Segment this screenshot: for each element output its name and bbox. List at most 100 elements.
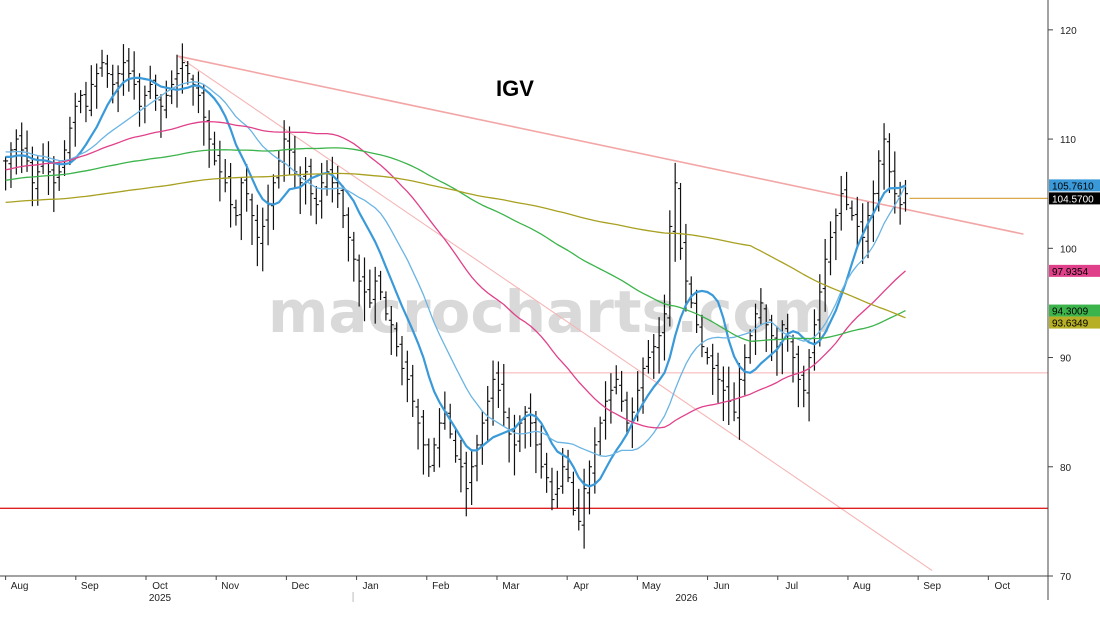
price-bar bbox=[158, 94, 164, 138]
price-bar bbox=[126, 48, 132, 92]
price-bar bbox=[120, 44, 126, 96]
price-bar bbox=[62, 140, 68, 176]
price-bar bbox=[854, 196, 860, 248]
price-bar bbox=[453, 429, 459, 463]
price-bar bbox=[362, 257, 368, 322]
month-tick-label: Oct bbox=[995, 581, 1011, 592]
month-tick-label: Aug bbox=[853, 581, 871, 592]
price-bar bbox=[388, 305, 394, 355]
price-tick-label: 110 bbox=[1060, 135, 1076, 146]
price-bar bbox=[383, 291, 389, 321]
price-bar bbox=[88, 65, 94, 117]
price-bar bbox=[490, 360, 496, 426]
price-bar bbox=[426, 438, 432, 477]
price-bar bbox=[345, 207, 351, 262]
month-tick-label: Sep bbox=[923, 581, 941, 592]
value-tag-box bbox=[1049, 192, 1100, 205]
price-bar bbox=[533, 410, 539, 474]
price-bar bbox=[217, 140, 223, 202]
month-tick-label: Aug bbox=[11, 581, 29, 592]
price-bar bbox=[51, 156, 57, 213]
price-bar bbox=[458, 439, 464, 493]
price-bar bbox=[351, 231, 357, 282]
price-bar bbox=[495, 361, 501, 408]
price-bar bbox=[608, 373, 614, 424]
price-bar bbox=[549, 467, 555, 511]
price-bar bbox=[228, 162, 234, 228]
price-bar bbox=[828, 221, 834, 276]
price-bar bbox=[83, 81, 89, 123]
price-bar bbox=[795, 345, 801, 408]
price-bar bbox=[565, 449, 571, 483]
price-bar bbox=[137, 73, 143, 127]
price-bar bbox=[212, 131, 218, 166]
value-tag-box bbox=[1049, 179, 1100, 192]
price-bar bbox=[672, 162, 678, 262]
last-price-tag: 104.5700 bbox=[1049, 192, 1100, 205]
price-bar bbox=[185, 61, 191, 85]
price-bar bbox=[420, 409, 426, 475]
month-tick-label: Oct bbox=[152, 581, 168, 592]
moving-average-50 bbox=[5, 120, 906, 429]
price-bar bbox=[378, 270, 384, 301]
price-bar bbox=[699, 314, 705, 358]
price-bar bbox=[817, 274, 823, 347]
price-bar bbox=[710, 343, 716, 395]
price-bar bbox=[613, 365, 619, 395]
moving-average-100 bbox=[5, 147, 906, 342]
month-tick-label: Sep bbox=[81, 581, 99, 592]
price-bar bbox=[892, 151, 898, 214]
price-bar bbox=[656, 317, 662, 374]
price-bar bbox=[270, 174, 276, 230]
price-bar bbox=[554, 470, 560, 508]
price-bar bbox=[233, 199, 239, 226]
price-bar bbox=[19, 122, 25, 174]
price-bar bbox=[415, 398, 421, 450]
price-bar bbox=[544, 452, 550, 493]
price-bar bbox=[581, 468, 587, 549]
price-bar bbox=[501, 363, 507, 427]
month-tick-label: Apr bbox=[573, 581, 589, 592]
value-tag-text: 105.7610 bbox=[1052, 181, 1094, 192]
price-bar bbox=[367, 269, 373, 308]
price-bar bbox=[56, 161, 62, 191]
price-tick-label: 120 bbox=[1060, 26, 1077, 37]
price-bar bbox=[329, 156, 335, 203]
price-axis: 70 80 90 100 110 120 bbox=[1047, 0, 1077, 600]
price-bar bbox=[528, 393, 534, 447]
month-tick-label: Dec bbox=[291, 581, 309, 592]
price-bar bbox=[474, 434, 480, 482]
price-bar bbox=[3, 156, 9, 191]
price-bar bbox=[436, 408, 442, 468]
price-bar bbox=[865, 201, 871, 259]
price-bar bbox=[153, 74, 159, 111]
price-tick-label: 90 bbox=[1060, 354, 1072, 365]
price-bar bbox=[570, 471, 576, 516]
price-bar bbox=[238, 177, 244, 241]
price-bar bbox=[254, 204, 260, 267]
price-bar bbox=[324, 160, 330, 196]
price-bar bbox=[201, 84, 207, 146]
price-bar bbox=[206, 110, 212, 168]
value-tag-text: 94.3009 bbox=[1052, 307, 1089, 318]
price-bar bbox=[179, 43, 185, 94]
price-bar bbox=[688, 276, 694, 309]
price-bar bbox=[694, 289, 700, 334]
price-bar bbox=[619, 370, 625, 412]
price-bar bbox=[195, 71, 201, 114]
price-bar bbox=[431, 437, 437, 472]
value-tag-box bbox=[1049, 264, 1100, 277]
price-bar bbox=[597, 416, 603, 456]
value-tag-box bbox=[1049, 304, 1100, 317]
price-bar bbox=[404, 350, 410, 403]
month-tick-label: Jun bbox=[713, 581, 729, 592]
value-tag-text: 97.9354 bbox=[1052, 267, 1089, 278]
price-bars bbox=[3, 43, 909, 549]
price-bar bbox=[244, 164, 250, 212]
price-bar bbox=[742, 344, 748, 396]
price-bar bbox=[651, 334, 657, 379]
price-bar bbox=[313, 185, 319, 225]
price-bar bbox=[72, 92, 78, 147]
price-bar bbox=[319, 162, 325, 219]
